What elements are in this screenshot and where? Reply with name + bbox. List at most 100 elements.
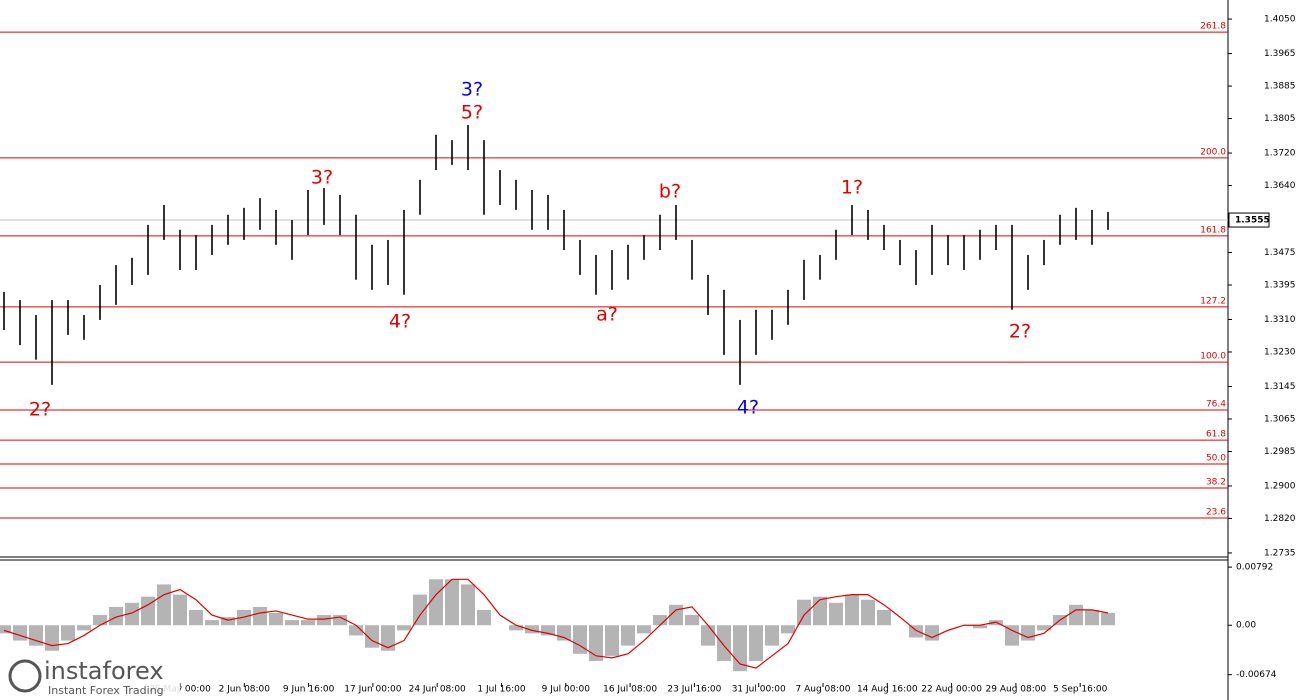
histogram-bar xyxy=(637,625,651,634)
current-price-box xyxy=(1228,212,1270,228)
histogram-bar xyxy=(557,625,571,641)
histogram-bar xyxy=(573,625,587,654)
wave-label: 2? xyxy=(1009,321,1031,343)
histogram-bar xyxy=(477,609,491,626)
logo-icon xyxy=(8,659,42,693)
level-label: 161.8 xyxy=(1200,225,1226,235)
y-tick-label: 1.2735 xyxy=(1264,548,1296,558)
histogram-bar xyxy=(781,625,795,634)
x-tick-label: 2 Jun 08:00 xyxy=(219,685,271,695)
y-tick-label: 1.2985 xyxy=(1264,447,1296,457)
y-tick-label: 1.3145 xyxy=(1264,382,1296,392)
wave-label: a? xyxy=(596,304,618,326)
histogram-bar xyxy=(509,625,523,631)
y-tick-label: 1.2900 xyxy=(1264,481,1296,491)
histogram-bar xyxy=(829,602,843,626)
histogram-bar xyxy=(173,594,187,626)
indicator-tick-label: 0.00792 xyxy=(1236,563,1273,573)
x-tick-label: 26 May 00:00 xyxy=(149,685,211,695)
level-label: 200.0 xyxy=(1200,147,1226,157)
histogram-bar xyxy=(701,625,715,646)
histogram-bar xyxy=(525,625,539,634)
wave-label: b? xyxy=(659,181,681,203)
y-tick-label: 1.3885 xyxy=(1264,82,1296,92)
histogram-bar xyxy=(717,625,731,661)
x-tick-label: 23 Jul 16:00 xyxy=(667,685,721,695)
histogram-bar xyxy=(157,584,171,626)
histogram-bar xyxy=(0,625,11,634)
wave-label: 4? xyxy=(389,311,411,333)
histogram-bar xyxy=(749,625,763,661)
x-tick-label: 9 Jul 00:00 xyxy=(542,685,591,695)
x-tick-label: 5 Sep 16:00 xyxy=(1053,685,1108,695)
histogram-bar xyxy=(301,620,315,626)
x-tick-label: 7 Aug 08:00 xyxy=(796,685,851,695)
histogram-bar xyxy=(333,615,347,626)
x-tick-label: 16 Jul 08:00 xyxy=(603,685,657,695)
logo-tagline: Instant Forex Trading xyxy=(48,684,164,697)
histogram-bar xyxy=(1037,625,1051,631)
histogram-bar xyxy=(349,625,363,636)
histogram-bar xyxy=(1005,625,1019,646)
x-tick-label: 14 Aug 16:00 xyxy=(857,685,918,695)
histogram-bar xyxy=(669,604,683,626)
level-label: 100.0 xyxy=(1200,352,1226,362)
signal-line xyxy=(3,578,1109,669)
logo-text: instaforex xyxy=(44,657,164,685)
y-tick-label: 1.3230 xyxy=(1264,347,1296,357)
current-price-label: 1.3555 xyxy=(1235,216,1270,226)
histogram-bar xyxy=(61,625,75,641)
x-tick-label: 9 Jun 16:00 xyxy=(283,685,335,695)
histogram-bar xyxy=(1085,609,1099,626)
x-tick-label: 31 Jul 00:00 xyxy=(732,685,786,695)
histogram-bar xyxy=(413,594,427,626)
histogram-bar xyxy=(685,615,699,626)
histogram-bar xyxy=(797,599,811,626)
wave-label: 1? xyxy=(841,177,863,199)
y-tick-label: 1.2820 xyxy=(1264,514,1296,524)
histogram-bar xyxy=(221,617,235,626)
x-tick-label: 24 Jun 08:00 xyxy=(409,685,466,695)
histogram-bar xyxy=(1021,625,1035,641)
level-label: 50.0 xyxy=(1206,454,1226,464)
y-tick-label: 1.3965 xyxy=(1264,49,1296,59)
level-label: 61.8 xyxy=(1206,430,1226,440)
histogram-bar xyxy=(909,625,923,638)
histogram-bar xyxy=(429,579,443,626)
histogram-bar xyxy=(1069,604,1083,626)
histogram-bar xyxy=(765,625,779,646)
histogram-bar xyxy=(925,625,939,641)
y-tick-label: 1.3395 xyxy=(1264,280,1296,290)
x-tick-label: 1 Jul 16:00 xyxy=(477,685,526,695)
histogram-bar xyxy=(397,625,411,631)
indicator-tick-label: -0.00674 xyxy=(1236,670,1277,680)
indicator-tick-label: 0.00 xyxy=(1236,621,1256,631)
histogram-bar xyxy=(45,625,59,651)
histogram-bar xyxy=(461,584,475,626)
x-tick-label: 29 Aug 08:00 xyxy=(986,685,1047,695)
histogram-bar xyxy=(13,625,27,641)
histogram-bar xyxy=(621,625,635,646)
histogram-bar xyxy=(253,606,267,626)
histogram-bar xyxy=(205,620,219,626)
wave-label: 3? xyxy=(311,167,333,189)
y-tick-label: 1.3720 xyxy=(1264,149,1296,159)
level-label: 23.6 xyxy=(1206,508,1226,518)
histogram-bar xyxy=(285,620,299,626)
histogram-bar xyxy=(541,625,555,636)
histogram-bar xyxy=(381,625,395,651)
wave-label: 3? xyxy=(461,79,483,101)
histogram-bar xyxy=(141,596,155,626)
y-tick-label: 1.3640 xyxy=(1264,181,1296,191)
histogram-bar xyxy=(605,625,619,656)
x-tick-label: 17 Jun 00:00 xyxy=(344,685,401,695)
histogram-bar xyxy=(109,606,123,626)
y-tick-label: 1.3310 xyxy=(1264,315,1296,325)
histogram-bar xyxy=(653,615,667,626)
histogram-bar xyxy=(77,625,91,631)
histogram-bar xyxy=(813,596,827,626)
histogram-bar xyxy=(1101,612,1115,626)
histogram-bar xyxy=(317,615,331,626)
